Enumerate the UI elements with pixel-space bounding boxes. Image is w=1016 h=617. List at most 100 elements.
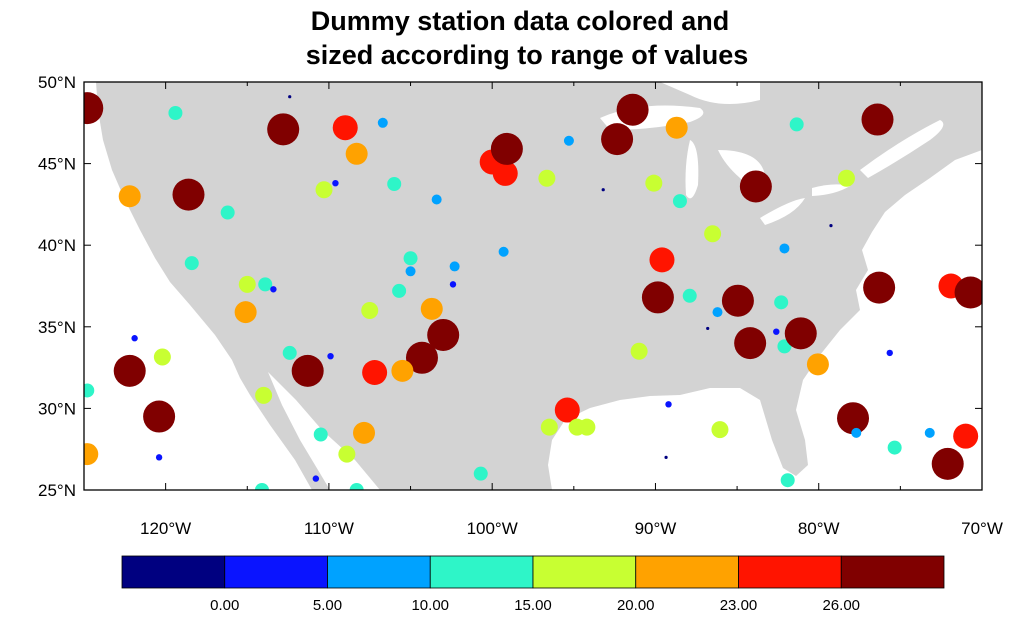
y-tick-label: 30°N	[38, 399, 76, 418]
station-marker	[234, 301, 257, 324]
station-marker	[449, 261, 460, 272]
colorbar-label: 20.00	[617, 597, 655, 614]
x-tick-label: 110°W	[304, 519, 354, 538]
station-marker	[630, 342, 648, 360]
station-marker	[789, 117, 804, 132]
title-line-1: Dummy station data colored and	[311, 6, 730, 36]
station-marker	[391, 359, 414, 382]
station-marker	[773, 328, 780, 335]
station-marker	[403, 251, 418, 266]
station-marker	[270, 286, 277, 293]
station-marker	[427, 318, 460, 351]
station-marker	[345, 142, 368, 165]
y-tick-label: 25°N	[38, 481, 76, 500]
colorbar-box	[738, 555, 842, 589]
station-marker	[641, 281, 674, 314]
station-marker	[664, 455, 668, 459]
station-marker	[711, 421, 729, 439]
station-marker	[338, 445, 356, 463]
station-marker	[288, 95, 292, 99]
station-marker	[672, 194, 687, 209]
station-marker	[377, 117, 388, 128]
station-marker	[837, 169, 855, 187]
y-tick-label: 35°N	[38, 318, 76, 337]
station-marker	[734, 327, 767, 360]
station-marker	[327, 352, 334, 360]
station-marker	[349, 483, 364, 490]
station-marker	[538, 169, 556, 187]
colorbar-box	[121, 555, 226, 589]
station-marker	[84, 383, 95, 398]
station-marker	[540, 418, 558, 436]
station-marker	[601, 188, 605, 192]
station-marker	[431, 194, 442, 205]
station-marker	[931, 447, 964, 480]
station-marker	[706, 326, 710, 331]
colorbar-box	[224, 555, 328, 589]
station-marker	[153, 348, 171, 366]
colorbar-label: 5.00	[313, 597, 342, 614]
station-marker	[578, 418, 596, 436]
station-marker	[863, 271, 896, 304]
colorbar-box	[635, 555, 739, 589]
station-marker	[155, 454, 163, 461]
station-marker	[282, 345, 297, 360]
station-marker	[143, 400, 176, 433]
station-marker	[779, 243, 790, 254]
y-tick-label: 45°N	[38, 155, 76, 174]
x-tick-label: 80°W	[798, 519, 840, 538]
station-marker	[784, 317, 817, 350]
station-marker	[405, 266, 416, 277]
colorbar-label: 0.00	[210, 597, 239, 614]
station-marker	[267, 113, 300, 146]
station-marker	[563, 135, 574, 146]
station-marker	[332, 115, 358, 141]
station-marker	[601, 123, 634, 156]
station-marker	[492, 160, 518, 186]
colorbar-label: 15.00	[514, 597, 552, 614]
colorbar-box	[532, 555, 637, 589]
station-marker	[554, 397, 580, 423]
station-marker	[332, 179, 339, 187]
colorbar-box	[327, 555, 431, 589]
station-marker	[924, 427, 935, 438]
station-marker	[392, 283, 407, 298]
station-marker	[312, 475, 320, 482]
station-marker	[837, 402, 870, 435]
colorbar-box	[840, 555, 945, 589]
station-marker	[362, 359, 388, 385]
station-marker	[712, 307, 723, 318]
station-marker	[953, 423, 979, 449]
station-marker	[498, 246, 509, 257]
map-area	[84, 82, 982, 490]
station-marker	[490, 132, 523, 165]
station-marker	[361, 301, 379, 319]
station-marker	[645, 174, 663, 192]
station-marker	[851, 427, 862, 438]
station-marker	[886, 349, 893, 357]
station-marker	[84, 92, 104, 125]
station-marker	[616, 93, 649, 126]
y-tick-label: 40°N	[38, 236, 76, 255]
station-marker	[954, 276, 982, 309]
y-tick-label: 50°N	[38, 73, 76, 92]
station-marker	[739, 170, 772, 203]
station-marker	[405, 341, 438, 374]
station-marker	[649, 247, 675, 273]
colorbar-label: 26.00	[822, 597, 860, 614]
station-marker	[420, 297, 443, 320]
station-marker	[220, 205, 235, 220]
station-marker	[887, 440, 902, 455]
station-marker	[665, 401, 672, 408]
station-marker	[721, 284, 754, 317]
station-marker	[774, 295, 789, 310]
station-marker	[682, 288, 697, 303]
station-marker	[665, 116, 688, 139]
station-marker	[473, 466, 488, 481]
station-marker	[118, 185, 141, 208]
station-marker	[255, 386, 273, 404]
station-marker	[238, 275, 256, 293]
colorbar: 0.00 5.00 10.00 15.00 20.00 23.00 26.00	[121, 555, 945, 614]
station-marker	[353, 421, 376, 444]
station-marker	[704, 225, 722, 243]
